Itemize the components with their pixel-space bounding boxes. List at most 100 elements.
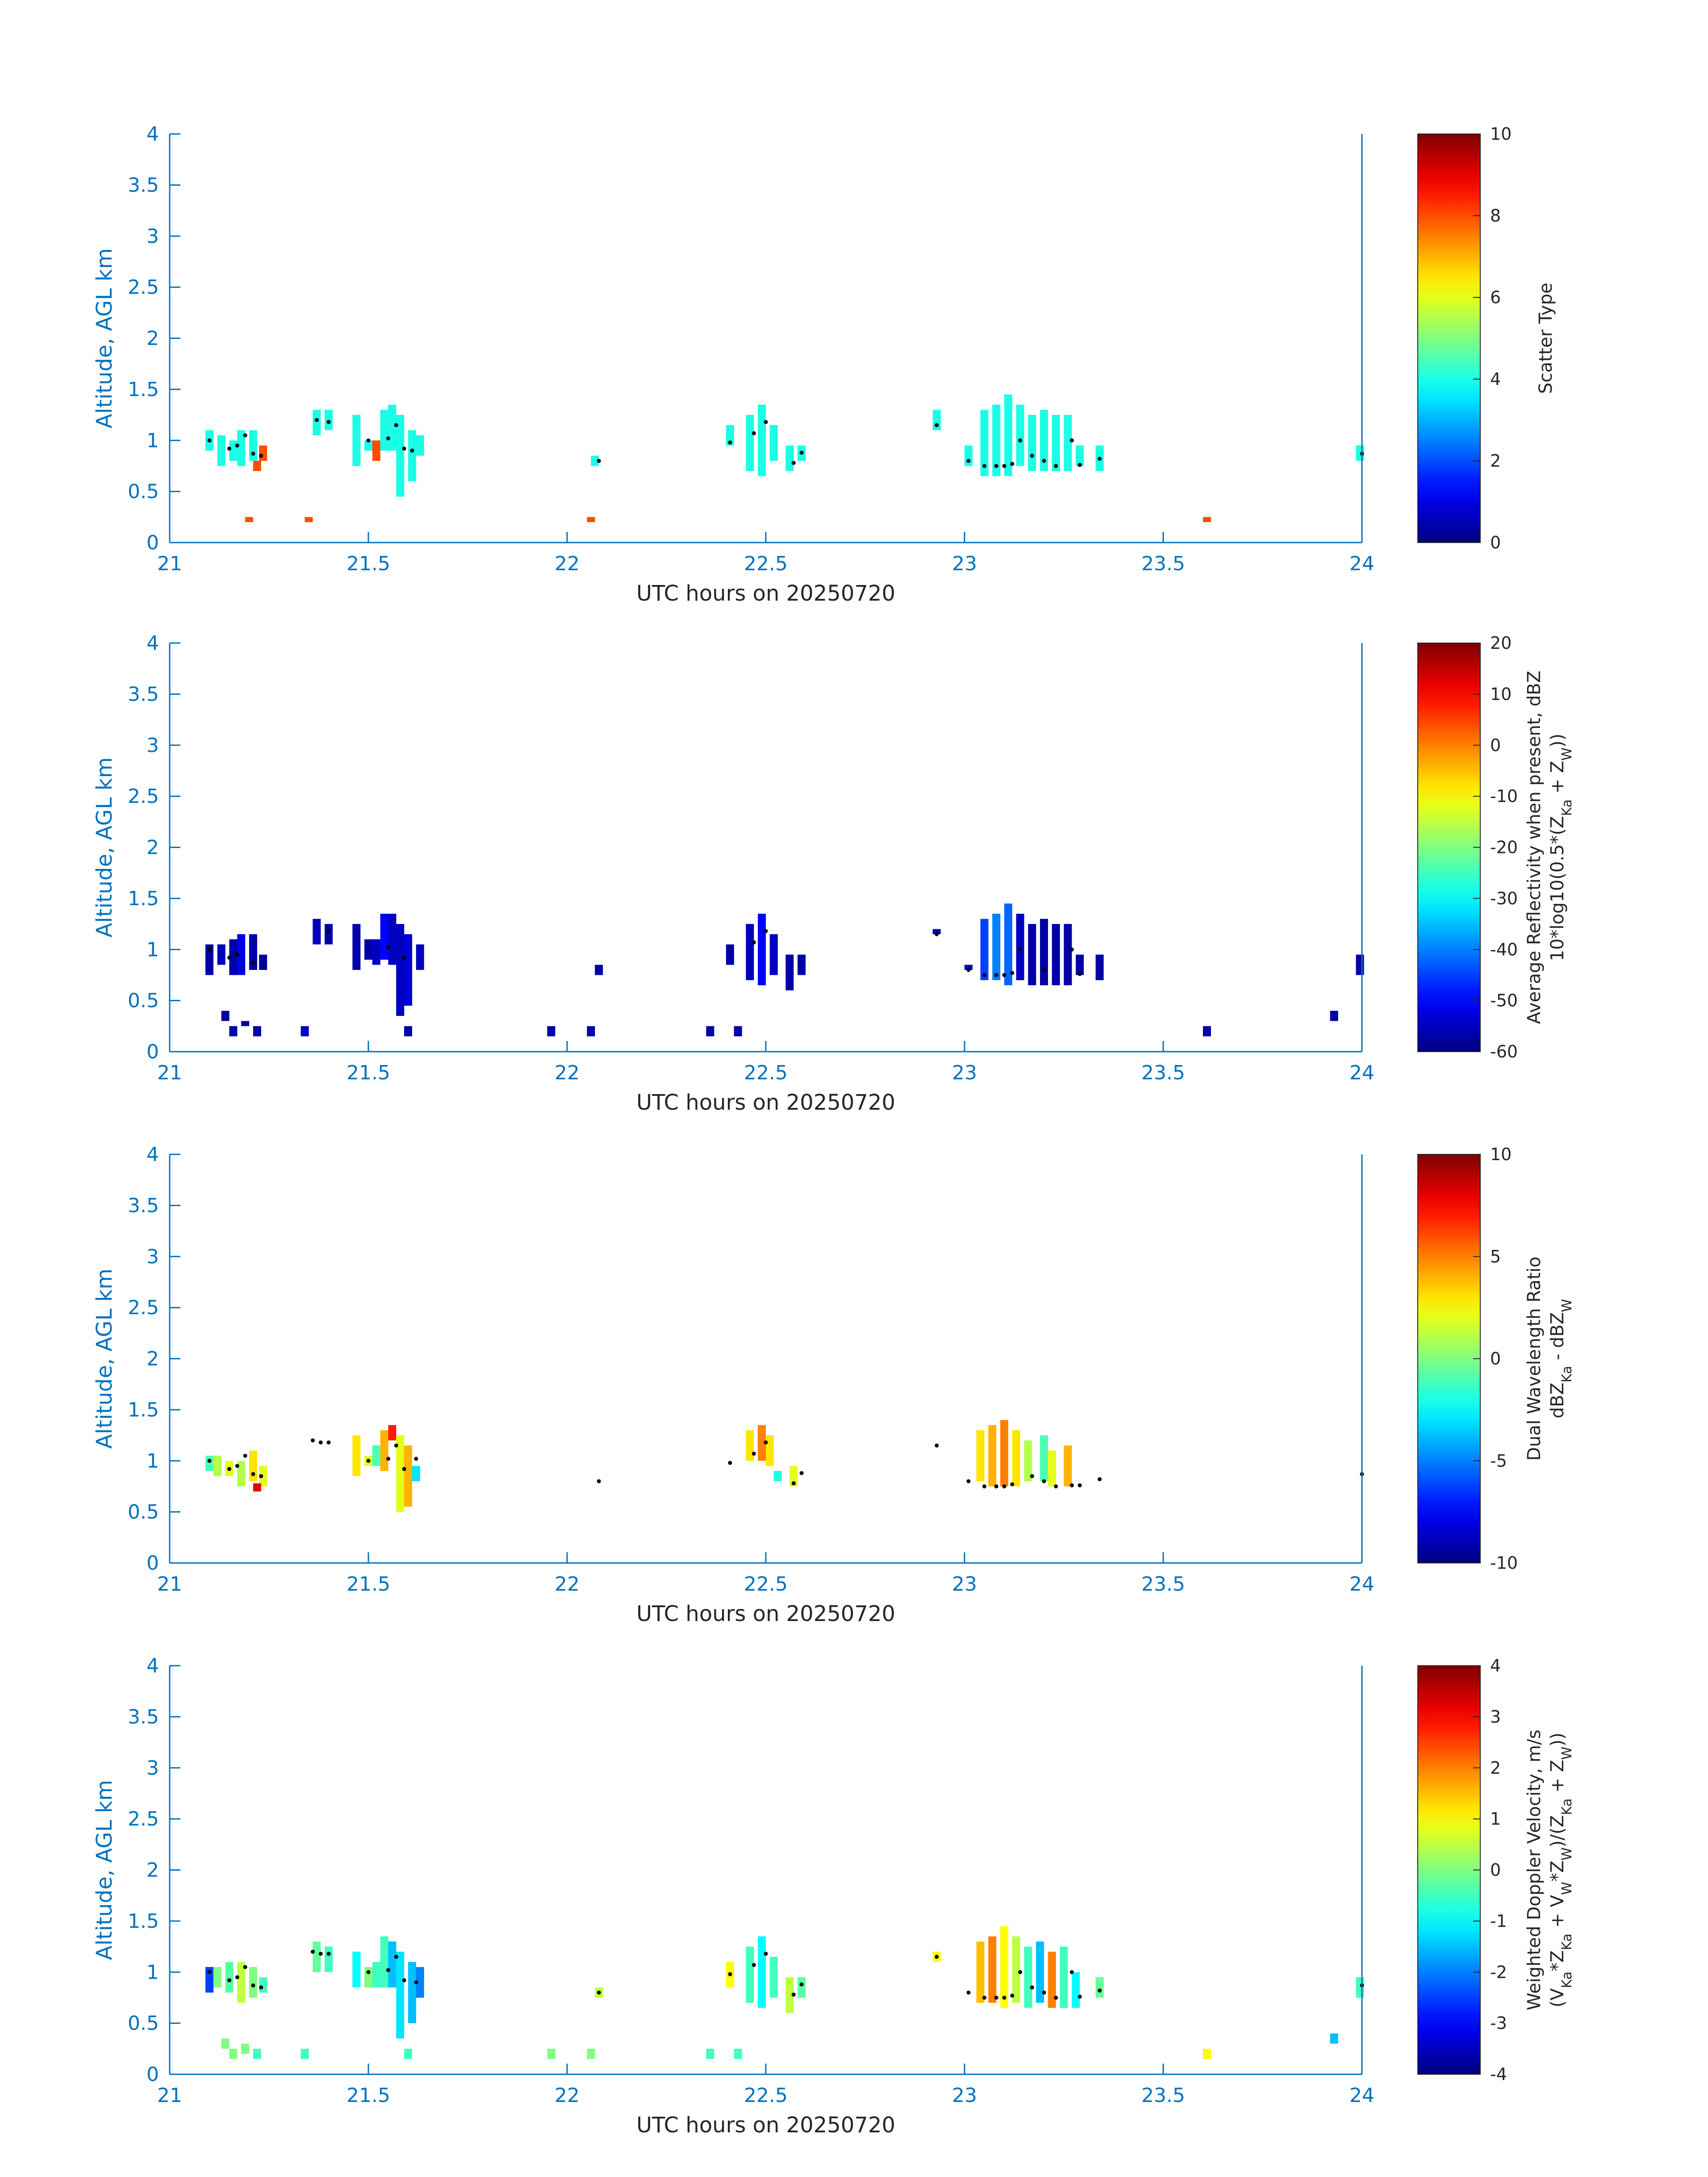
- panel-4-data-cell: [372, 1962, 380, 1988]
- panel-4-retrieval-point: [326, 1951, 331, 1956]
- panel-3-retrieval-point: [251, 1472, 255, 1476]
- panel-2-colorbar-tick-label: -30: [1490, 889, 1518, 908]
- panel-2-data-cell: [380, 914, 388, 960]
- panel-4-retrieval-point: [366, 1970, 371, 1974]
- panel-3-colorbar-tick-label: -10: [1490, 1553, 1518, 1573]
- panel-3-data-cell: [388, 1425, 397, 1441]
- panel-4-colorbar-label: Weighted Doppler Velocity, m/s: [1524, 1730, 1545, 2010]
- panel-1-y-tick-label: 2.5: [128, 276, 159, 299]
- panel-4-retrieval-point: [1077, 1994, 1082, 1999]
- panel-2-data-cell: [1040, 919, 1048, 986]
- panel-4-retrieval-point: [394, 1955, 398, 1959]
- panel-4-data-cell: [380, 1936, 388, 1988]
- panel-1-data-cell: [217, 435, 226, 466]
- panel-2-data-cell: [416, 944, 424, 970]
- panel-3-data-cell: [773, 1471, 782, 1481]
- panel-3-retrieval-point: [764, 1440, 768, 1445]
- panel-4-data-cell: [364, 1967, 372, 1988]
- panel-4-colorbar: [1417, 1665, 1481, 2075]
- panel-1-retrieval-point: [994, 464, 998, 468]
- panel-4-data-cell: [1330, 2033, 1338, 2044]
- panel-2-data-cell: [229, 939, 238, 975]
- panel-1-retrieval-point: [1030, 454, 1034, 458]
- panel-4-retrieval-point: [235, 1975, 239, 1980]
- panel-1-data-cell: [352, 415, 361, 466]
- panel-2-data-cell: [1064, 924, 1072, 986]
- panel-1-data-cell: [964, 445, 973, 466]
- panel-2-data-cell: [1052, 924, 1060, 986]
- panel-1-data-cell: [253, 461, 261, 471]
- panel-3-data-cell: [249, 1450, 257, 1481]
- panel-4-data-cell: [205, 1967, 213, 1993]
- panel-1-retrieval-point: [1010, 462, 1015, 466]
- panel-3-data-cell: [352, 1435, 361, 1476]
- panel-1-y-tick-label: 1.5: [128, 378, 159, 401]
- panel-4-data-cell: [404, 2048, 412, 2059]
- panel-4-colorbar-tick-label: 2: [1490, 1758, 1501, 1778]
- panel-4-data-cell: [976, 1941, 985, 2003]
- panel-1-y-tick-label: 3: [146, 225, 159, 248]
- panel-1-data-cell: [746, 415, 754, 471]
- panel-2-data-cell: [396, 924, 405, 1016]
- panel-4-x-tick-label: 21: [157, 2084, 182, 2107]
- panel-3-data-cell: [1048, 1450, 1056, 1487]
- panel-3-y-tick-label: 0: [146, 1552, 159, 1575]
- panel-1-data-cell: [305, 517, 313, 522]
- panel-4-y-tick-label: 1.5: [128, 1910, 159, 1933]
- panel-4-x-tick-label: 21.5: [347, 2084, 390, 2107]
- panel-2-y-tick-label: 2.5: [128, 785, 159, 808]
- panel-1-data-cell: [416, 435, 424, 456]
- panel-4-colorbar-label: (VKa*ZKa + VW*ZW)/(ZKa + ZW)): [1547, 1733, 1575, 2007]
- panel-2-data-cell: [372, 939, 380, 965]
- panel-1-retrieval-point: [251, 451, 255, 456]
- panel-1-x-tick-label: 22.5: [744, 552, 788, 575]
- panel-4-data-cell: [221, 2038, 230, 2049]
- panel-2-data-cell: [205, 944, 213, 975]
- panel-2-data-cell: [1095, 954, 1104, 980]
- panel-4-data-cell: [1072, 1972, 1080, 2008]
- panel-3-colorbar-tick-label: 10: [1490, 1145, 1512, 1164]
- panel-3-retrieval-point: [394, 1443, 398, 1448]
- panel-1-colorbar-tick-label: 10: [1490, 124, 1512, 144]
- panel-2-data-cell: [325, 924, 333, 944]
- panel-4-data-cell: [1048, 1951, 1056, 2008]
- panel-3-y-tick-label: 1.5: [128, 1399, 159, 1421]
- panel-2: 21 21.5 22 22.5 23 23.5 2400.511.522.533.54UTC…: [92, 632, 1575, 1115]
- panel-1: 21 21.5 22 22.5 23 23.5 2400.511.522.533.54UTC…: [92, 123, 1556, 606]
- panel-3-retrieval-point: [597, 1479, 601, 1483]
- panel-4-data-cell: [1036, 1941, 1044, 2003]
- panel-2-data-cell: [785, 954, 794, 990]
- panel-1-data-cell: [364, 440, 372, 451]
- panel-1-y-axis-title: Altitude, AGL km: [92, 248, 117, 429]
- panel-4-retrieval-point: [764, 1951, 768, 1956]
- panel-1-data-cell: [591, 455, 599, 466]
- panel-4-retrieval-point: [402, 1978, 406, 1983]
- panel-4-retrieval-point: [1069, 1970, 1074, 1974]
- panel-3-y-tick-label: 1: [146, 1450, 159, 1472]
- panel-1-retrieval-point: [935, 423, 939, 427]
- panel-3-retrieval-point: [1030, 1474, 1034, 1479]
- panel-3-data-cell: [237, 1461, 246, 1487]
- panel-4-retrieval-point: [207, 1970, 212, 1974]
- panel-2-y-axis-title: Altitude, AGL km: [92, 757, 117, 938]
- panel-3-y-axis-title: Altitude, AGL km: [92, 1269, 117, 1449]
- panel-2-data-cell: [217, 944, 226, 965]
- panel-1-data-cell: [249, 430, 257, 461]
- panel-3-retrieval-point: [982, 1484, 986, 1488]
- panel-3-retrieval-point: [326, 1440, 331, 1445]
- panel-3-retrieval-point: [414, 1457, 418, 1461]
- panel-2-y-tick-label: 4: [146, 632, 159, 655]
- panel-2-colorbar: [1417, 643, 1481, 1052]
- panel-4-data-cell: [706, 2048, 714, 2059]
- panel-3-y-tick-label: 0.5: [128, 1501, 159, 1524]
- panel-2-y-tick-label: 3.5: [128, 683, 159, 706]
- panel-3-retrieval-point: [728, 1461, 732, 1465]
- panel-4-data-cell: [396, 1951, 405, 2039]
- panel-1-data-cell: [372, 440, 380, 461]
- panel-1-retrieval-point: [366, 438, 371, 443]
- panel-3-data-cell: [765, 1435, 774, 1466]
- panel-1-retrieval-point: [791, 461, 796, 465]
- panel-1-retrieval-point: [1054, 464, 1058, 468]
- panel-1-retrieval-point: [259, 454, 263, 458]
- panel-1-data-cell: [396, 415, 405, 497]
